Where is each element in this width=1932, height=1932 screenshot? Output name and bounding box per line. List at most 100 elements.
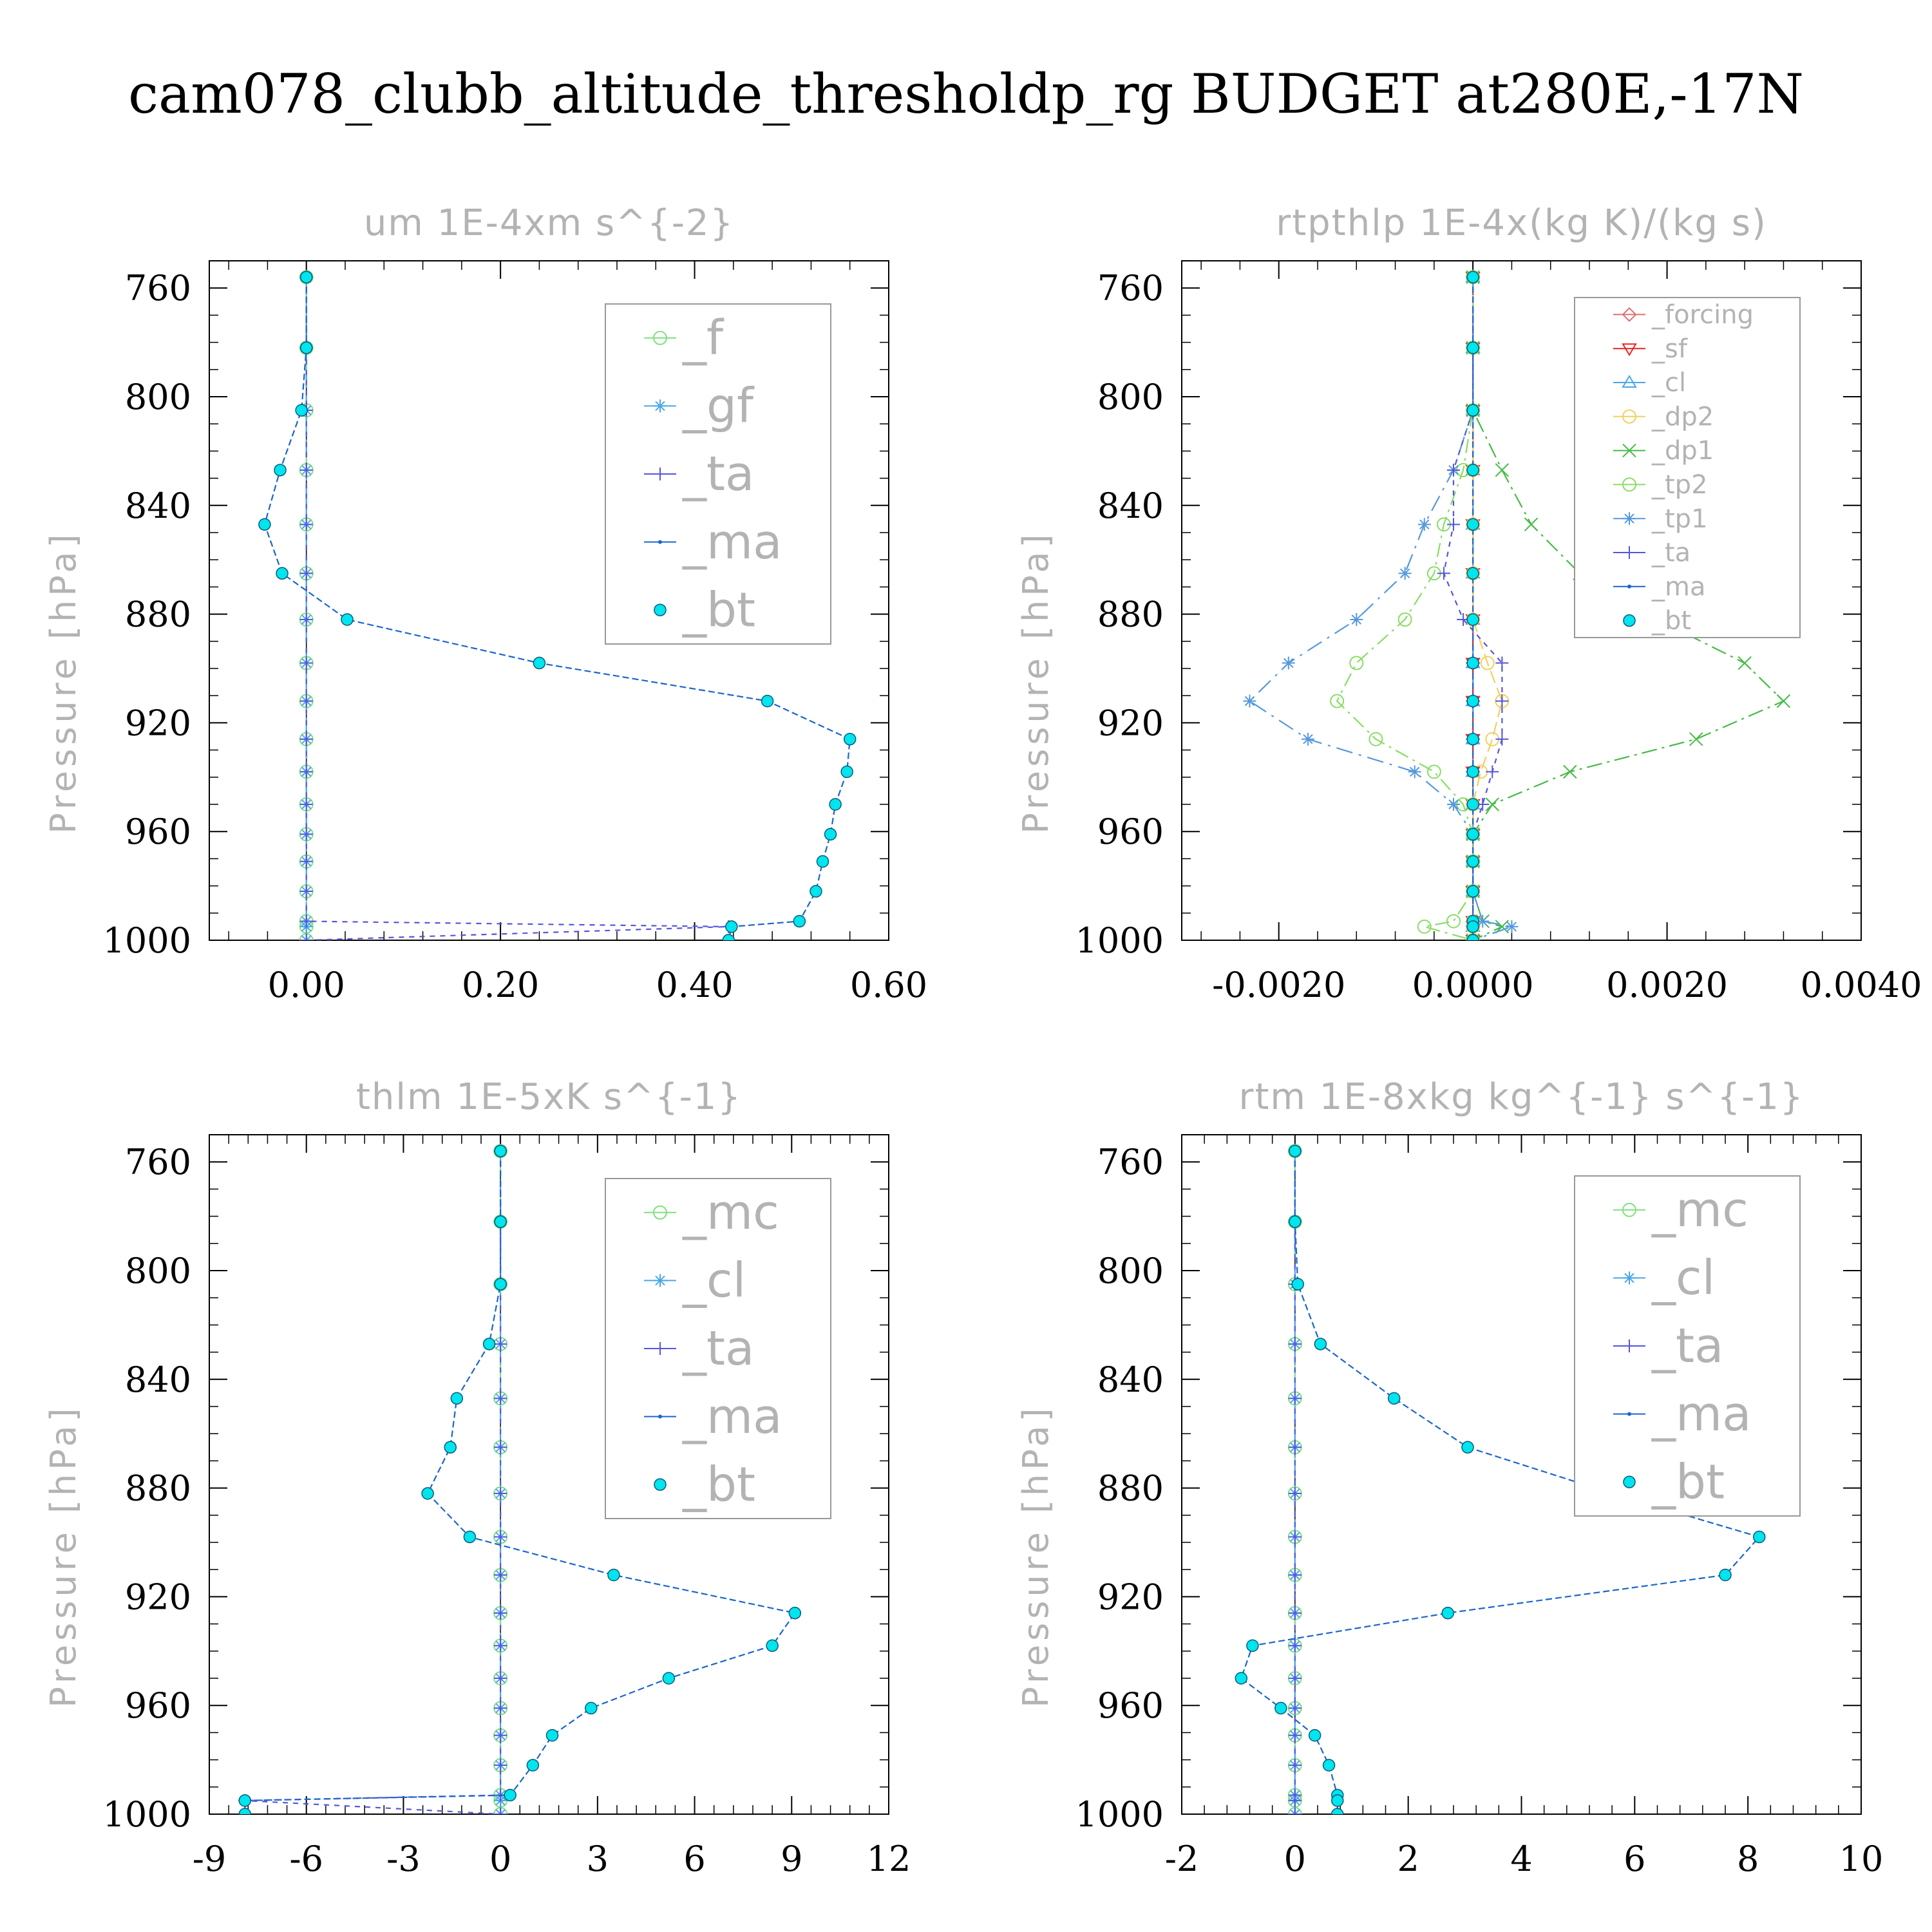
data-point	[299, 732, 313, 746]
data-point	[1466, 920, 1479, 933]
x-tick-label: 4	[1510, 1839, 1532, 1879]
series-tp2	[1330, 270, 1481, 940]
data-point	[1288, 1794, 1302, 1807]
legend-label: _bt	[682, 1457, 755, 1512]
data-point	[1466, 828, 1479, 841]
legend-entry: _ta	[644, 1321, 754, 1376]
legend-entry: _cl	[644, 1253, 746, 1309]
legend-entry: _ma	[1613, 572, 1705, 601]
y-tick-label: 920	[125, 1577, 191, 1617]
data-point	[504, 1788, 516, 1802]
data-point	[299, 613, 313, 627]
data-point	[585, 1701, 598, 1715]
legend-entry: _dp2	[1613, 402, 1714, 431]
legend-label: _ma	[682, 1389, 782, 1444]
data-point	[299, 567, 313, 580]
legend-entry: _forcing	[1613, 300, 1754, 330]
legend-label: _dp1	[1651, 436, 1714, 466]
data-point	[1243, 694, 1256, 708]
legend-entry: _gf	[644, 379, 755, 434]
x-tick-label: -2	[1165, 1839, 1199, 1879]
data-point	[482, 1338, 496, 1350]
y-tick-label: 1000	[103, 920, 191, 961]
y-tick-label: 800	[1097, 377, 1164, 417]
y-tick-label: 960	[125, 811, 191, 852]
legend-label: _sf	[1651, 334, 1688, 364]
x-tick-label: 0	[1284, 1839, 1306, 1879]
data-point	[1461, 1441, 1474, 1454]
data-point	[725, 920, 738, 933]
series-bt	[1235, 1144, 1766, 1814]
data-point	[1466, 404, 1479, 417]
legend-entry: _bt	[1623, 606, 1691, 636]
data-point	[788, 1606, 802, 1620]
legend-entry: _tp1	[1613, 504, 1708, 534]
data-point	[238, 1794, 252, 1807]
data-point	[494, 1337, 507, 1350]
data-point	[238, 1808, 252, 1814]
y-tick-label: 920	[125, 703, 191, 743]
data-point	[421, 1487, 434, 1500]
y-tick-label: 800	[125, 1251, 191, 1291]
series-group	[238, 1144, 802, 1814]
data-point	[1288, 1672, 1302, 1685]
data-point	[1466, 855, 1479, 868]
data-point	[793, 914, 806, 928]
legend-label: _cl	[1651, 368, 1686, 398]
legend-label: _dp2	[1651, 402, 1714, 431]
data-point	[545, 1728, 559, 1742]
y-tick-label: 880	[1097, 1468, 1164, 1509]
data-point	[761, 694, 774, 708]
y-tick-label: 920	[1097, 1577, 1164, 1617]
legend-marker	[1622, 409, 1636, 424]
legend-label: _f	[682, 310, 724, 366]
data-point	[1466, 885, 1479, 898]
legend-entry: _ma	[644, 1389, 782, 1444]
data-point	[1480, 656, 1495, 670]
data-point	[1322, 1759, 1336, 1772]
data-point	[299, 934, 313, 940]
data-point	[1289, 1215, 1302, 1228]
series-bt	[1466, 270, 1479, 940]
legend-marker	[653, 1205, 667, 1220]
data-point	[1476, 914, 1490, 928]
series-group	[1235, 1144, 1766, 1814]
data-point	[766, 1639, 779, 1653]
legend-entry: _f	[644, 310, 724, 366]
y-tick-label: 880	[125, 594, 191, 635]
data-point	[341, 613, 354, 626]
chart-panel-2: rtpthlp 1E-4x(kg K)/(kg s) Pressure [hPa]…	[1016, 202, 1922, 1005]
x-tick-label: 12	[867, 1839, 911, 1879]
figure-title: cam078_clubb_altitude_thresholdp_rg BUDG…	[128, 62, 1804, 126]
x-tick-label: 0.40	[656, 965, 733, 1005]
data-point	[1753, 1530, 1766, 1544]
legend-label: _forcing	[1651, 300, 1754, 330]
legend-entry: _mc	[644, 1185, 779, 1240]
data-point	[1235, 1672, 1248, 1685]
data-point	[1495, 463, 1510, 477]
legend-marker	[653, 330, 667, 345]
data-point	[1466, 341, 1479, 354]
data-point	[1466, 656, 1479, 670]
y-tick-label: 760	[125, 1142, 191, 1182]
data-point	[533, 656, 546, 670]
x-tick-label: -9	[193, 1839, 227, 1879]
data-point	[1288, 1392, 1302, 1405]
data-point	[1437, 567, 1450, 580]
data-point	[1314, 1338, 1327, 1350]
data-point	[1288, 1337, 1302, 1350]
plot-frame	[209, 260, 889, 941]
data-point	[1398, 567, 1412, 580]
y-tick-label: 800	[125, 377, 191, 417]
data-point	[1288, 1441, 1302, 1454]
data-point	[1466, 798, 1479, 811]
legend-entry: _mc	[1613, 1182, 1748, 1238]
data-point	[299, 694, 313, 708]
data-point	[1288, 1568, 1302, 1582]
x-tick-label: 0.00	[268, 965, 345, 1005]
x-tick-label: 6	[1624, 1839, 1645, 1879]
legend-marker	[1627, 1412, 1631, 1416]
legend: _f _gf _ta _ma _bt	[605, 303, 831, 645]
y-tick-label: 840	[125, 1359, 191, 1400]
x-tick-label: 9	[781, 1839, 802, 1879]
